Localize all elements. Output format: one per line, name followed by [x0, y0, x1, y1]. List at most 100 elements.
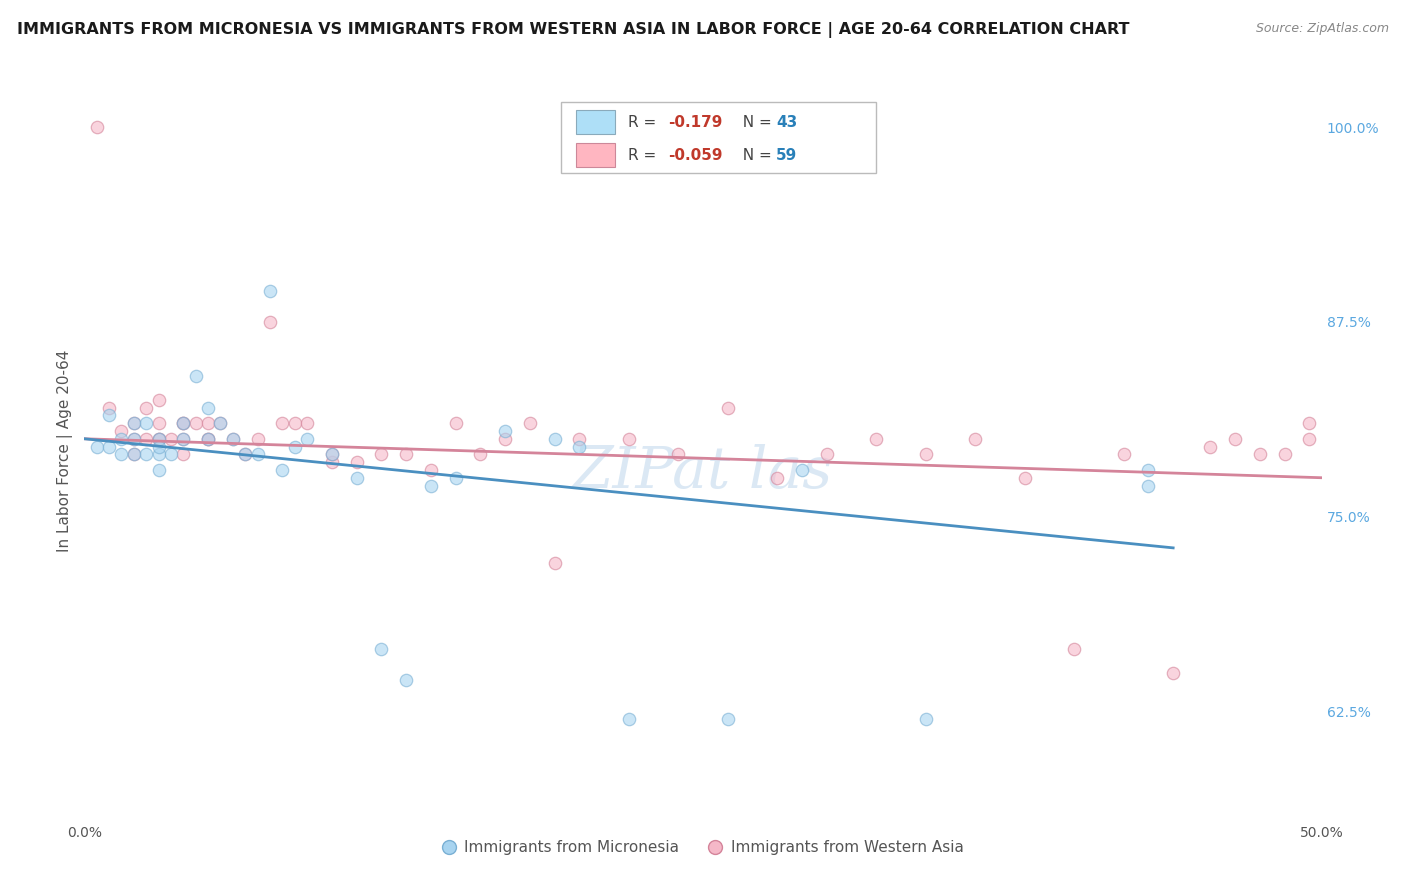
Point	[172, 416, 194, 430]
Text: Source: ZipAtlas.com: Source: ZipAtlas.com	[1256, 22, 1389, 36]
Point	[295, 432, 318, 446]
Point	[172, 416, 194, 430]
Point	[122, 416, 145, 430]
Point	[246, 432, 269, 446]
Point	[1063, 642, 1085, 657]
Point	[666, 447, 689, 461]
Point	[444, 471, 467, 485]
Point	[197, 416, 219, 430]
Point	[346, 471, 368, 485]
Point	[370, 447, 392, 461]
Point	[717, 401, 740, 415]
Point	[1298, 416, 1320, 430]
Point	[790, 463, 813, 477]
Point	[1223, 432, 1246, 446]
Point	[135, 447, 157, 461]
Point	[135, 432, 157, 446]
Point	[1298, 432, 1320, 446]
Point	[470, 447, 492, 461]
Point	[271, 463, 294, 477]
Point	[1199, 440, 1222, 454]
Point	[419, 478, 441, 492]
Point	[172, 432, 194, 446]
Text: R =: R =	[627, 148, 661, 162]
Point	[135, 416, 157, 430]
Point	[370, 642, 392, 657]
Point	[617, 712, 640, 726]
Point	[122, 447, 145, 461]
Point	[184, 369, 207, 384]
Point	[122, 416, 145, 430]
Point	[148, 440, 170, 454]
Point	[1137, 463, 1160, 477]
Point	[122, 447, 145, 461]
Point	[148, 447, 170, 461]
FancyBboxPatch shape	[575, 144, 616, 167]
Point	[197, 432, 219, 446]
Point	[271, 416, 294, 430]
Point	[110, 424, 132, 438]
Point	[122, 432, 145, 446]
Point	[284, 440, 307, 454]
Point	[815, 447, 838, 461]
Point	[135, 401, 157, 415]
Point	[914, 447, 936, 461]
Text: 59: 59	[776, 148, 797, 162]
Point	[321, 447, 343, 461]
Point	[98, 401, 121, 415]
Point	[766, 471, 789, 485]
Point	[86, 440, 108, 454]
Point	[184, 416, 207, 430]
Text: N =: N =	[733, 148, 776, 162]
FancyBboxPatch shape	[575, 111, 616, 134]
Point	[395, 447, 418, 461]
Point	[395, 673, 418, 688]
Legend: Immigrants from Micronesia, Immigrants from Western Asia: Immigrants from Micronesia, Immigrants f…	[436, 834, 970, 861]
Point	[494, 432, 516, 446]
Point	[110, 432, 132, 446]
Point	[259, 315, 281, 329]
Point	[148, 392, 170, 407]
Y-axis label: In Labor Force | Age 20-64: In Labor Force | Age 20-64	[58, 350, 73, 551]
FancyBboxPatch shape	[561, 103, 876, 173]
Point	[160, 447, 183, 461]
Point	[233, 447, 256, 461]
Point	[1014, 471, 1036, 485]
Point	[617, 432, 640, 446]
Text: -0.059: -0.059	[668, 148, 723, 162]
Point	[209, 416, 232, 430]
Point	[914, 712, 936, 726]
Point	[519, 416, 541, 430]
Text: -0.179: -0.179	[668, 115, 723, 129]
Point	[148, 416, 170, 430]
Point	[1161, 665, 1184, 680]
Point	[259, 284, 281, 298]
Point	[160, 432, 183, 446]
Point	[86, 120, 108, 134]
Point	[172, 416, 194, 430]
Point	[295, 416, 318, 430]
Point	[1249, 447, 1271, 461]
Point	[865, 432, 887, 446]
Text: R =: R =	[627, 115, 661, 129]
Text: 43: 43	[776, 115, 797, 129]
Point	[98, 409, 121, 423]
Point	[419, 463, 441, 477]
Point	[284, 416, 307, 430]
Point	[148, 432, 170, 446]
Point	[197, 432, 219, 446]
Point	[197, 432, 219, 446]
Point	[717, 712, 740, 726]
Point	[222, 432, 245, 446]
Point	[222, 432, 245, 446]
Point	[172, 432, 194, 446]
Point	[543, 432, 565, 446]
Text: ZIPat las: ZIPat las	[572, 444, 834, 501]
Point	[965, 432, 987, 446]
Point	[444, 416, 467, 430]
Point	[568, 432, 591, 446]
Point	[148, 432, 170, 446]
Point	[1274, 447, 1296, 461]
Point	[568, 440, 591, 454]
Point	[197, 401, 219, 415]
